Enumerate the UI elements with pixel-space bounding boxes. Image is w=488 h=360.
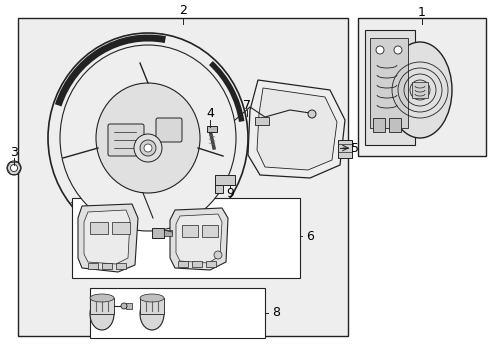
Bar <box>90 298 114 314</box>
Bar <box>182 225 198 237</box>
Ellipse shape <box>90 294 114 302</box>
Ellipse shape <box>60 45 236 231</box>
Bar <box>372 118 384 132</box>
Bar <box>364 30 414 145</box>
Bar <box>152 228 163 238</box>
Bar <box>254 117 268 125</box>
Circle shape <box>375 46 383 54</box>
Circle shape <box>121 303 127 309</box>
Circle shape <box>7 161 21 175</box>
FancyBboxPatch shape <box>108 124 143 156</box>
Bar <box>202 225 218 237</box>
Bar <box>163 230 172 236</box>
Ellipse shape <box>140 298 163 330</box>
Polygon shape <box>176 214 222 263</box>
Bar <box>126 303 132 309</box>
Circle shape <box>307 110 315 118</box>
Text: 8: 8 <box>271 306 280 320</box>
Bar <box>357 18 485 156</box>
Bar <box>116 263 126 269</box>
Circle shape <box>214 251 222 259</box>
Text: 5: 5 <box>350 141 358 154</box>
Text: 7: 7 <box>243 99 250 112</box>
Bar <box>178 261 187 267</box>
Bar <box>215 175 235 185</box>
Polygon shape <box>84 210 130 264</box>
Circle shape <box>393 46 401 54</box>
Bar <box>388 118 400 132</box>
Circle shape <box>134 134 162 162</box>
Circle shape <box>140 140 156 156</box>
Ellipse shape <box>96 83 200 193</box>
Circle shape <box>10 165 18 171</box>
Ellipse shape <box>140 294 163 302</box>
Text: 9: 9 <box>225 186 233 199</box>
Text: 4: 4 <box>205 107 214 120</box>
Circle shape <box>143 144 152 152</box>
Ellipse shape <box>48 33 247 243</box>
Bar <box>112 222 130 234</box>
Bar <box>411 82 427 98</box>
Text: 3: 3 <box>10 145 18 158</box>
Bar <box>90 222 108 234</box>
Bar <box>140 298 163 314</box>
Polygon shape <box>247 80 345 178</box>
Polygon shape <box>170 208 227 270</box>
Bar <box>72 198 299 278</box>
Bar <box>337 140 351 158</box>
Polygon shape <box>78 204 138 272</box>
Ellipse shape <box>387 42 451 138</box>
Text: 1: 1 <box>417 5 425 18</box>
FancyBboxPatch shape <box>156 118 182 142</box>
Bar <box>90 288 264 338</box>
Bar <box>369 38 407 128</box>
Bar <box>88 263 98 269</box>
Ellipse shape <box>90 298 114 330</box>
Bar <box>215 185 223 193</box>
Bar <box>102 263 112 269</box>
Bar <box>18 18 347 336</box>
Bar <box>192 261 202 267</box>
Bar <box>205 261 216 267</box>
Polygon shape <box>257 88 336 170</box>
Bar <box>206 126 217 132</box>
Text: 6: 6 <box>305 230 313 243</box>
Text: 2: 2 <box>179 4 186 17</box>
